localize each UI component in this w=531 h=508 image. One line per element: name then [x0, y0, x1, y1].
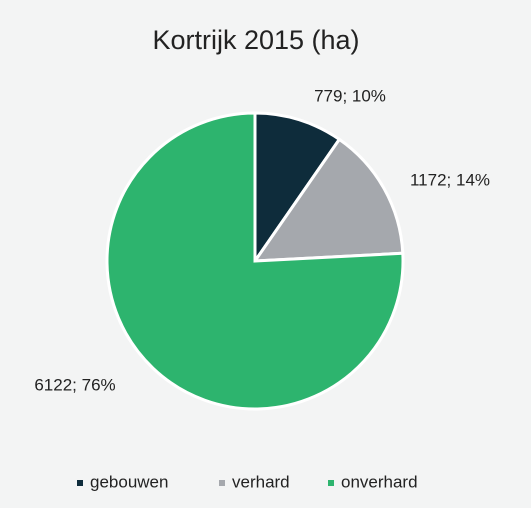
data-label: 6122; 76% [34, 375, 115, 394]
legend-label: verhard [232, 472, 290, 491]
legend-label: onverhard [341, 472, 418, 491]
pie-slice [105, 111, 405, 411]
pie-slice [253, 111, 342, 266]
data-label: 1172; 14% [410, 170, 490, 189]
legend-swatch [77, 480, 83, 486]
legend-swatch [328, 480, 334, 486]
chart-title: Kortrijk 2015 (ha) [152, 25, 359, 55]
legend-swatch [219, 480, 225, 486]
data-label: 779; 10% [314, 86, 386, 105]
legend-label: gebouwen [90, 472, 168, 491]
pie-slice [252, 137, 405, 263]
